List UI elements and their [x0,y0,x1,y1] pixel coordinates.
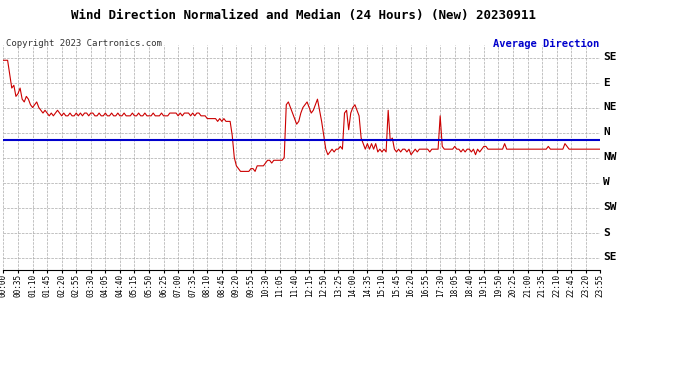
Text: S: S [603,228,610,237]
Text: Copyright 2023 Cartronics.com: Copyright 2023 Cartronics.com [6,39,161,48]
Text: Wind Direction Normalized and Median (24 Hours) (New) 20230911: Wind Direction Normalized and Median (24… [71,9,536,22]
Text: N: N [603,128,610,138]
Text: SW: SW [603,202,617,213]
Text: SE: SE [603,252,617,262]
Text: SE: SE [603,53,617,63]
Text: W: W [603,177,610,188]
Text: NE: NE [603,102,617,112]
Text: NW: NW [603,153,617,162]
Text: E: E [603,78,610,87]
Text: Average Direction: Average Direction [493,39,599,50]
